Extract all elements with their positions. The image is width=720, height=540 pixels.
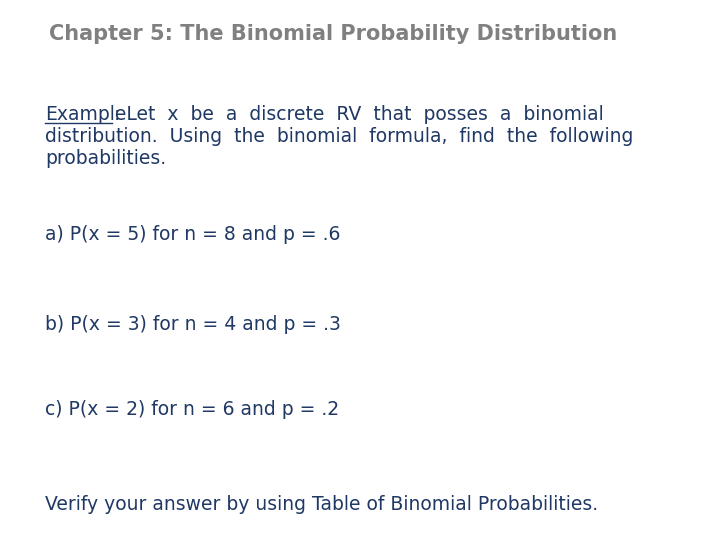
Text: Chapter 5: The Binomial Probability Distribution: Chapter 5: The Binomial Probability Dist… xyxy=(49,24,617,44)
Text: probabilities.: probabilities. xyxy=(45,149,166,168)
Text: a) P(x = 5) for n = 8 and p = .6: a) P(x = 5) for n = 8 and p = .6 xyxy=(45,225,341,244)
Text: Example: Example xyxy=(45,105,127,124)
Text: c) P(x = 2) for n = 6 and p = .2: c) P(x = 2) for n = 6 and p = .2 xyxy=(45,400,339,419)
Text: b) P(x = 3) for n = 4 and p = .3: b) P(x = 3) for n = 4 and p = .3 xyxy=(45,315,341,334)
Text: Verify your answer by using Table of Binomial Probabilities.: Verify your answer by using Table of Bin… xyxy=(45,495,598,514)
Text: distribution.  Using  the  binomial  formula,  find  the  following: distribution. Using the binomial formula… xyxy=(45,127,634,146)
Text: : Let  x  be  a  discrete  RV  that  posses  a  binomial: : Let x be a discrete RV that posses a b… xyxy=(114,105,604,124)
Text: 40: 40 xyxy=(6,61,24,74)
